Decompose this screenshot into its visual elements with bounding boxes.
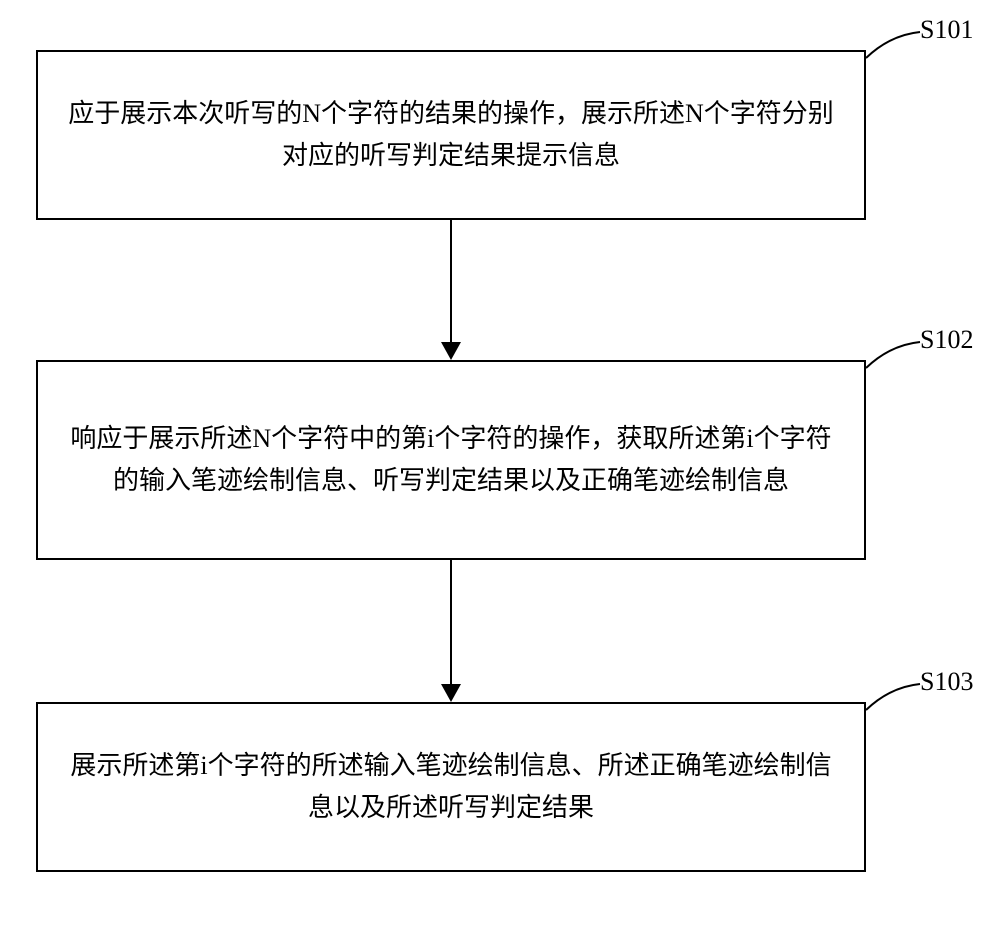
connector-line-2 <box>450 560 452 684</box>
step-text-s102: 响应于展示所述N个字符中的第i个字符的操作，获取所述第i个字符的输入笔迹绘制信息… <box>68 418 834 501</box>
step-box-s101: 应于展示本次听写的N个字符的结果的操作，展示所述N个字符分别对应的听写判定结果提… <box>36 50 866 220</box>
step-label-s103: S103 <box>920 667 973 697</box>
step-label-s102: S102 <box>920 325 973 355</box>
connector-line-1 <box>450 220 452 342</box>
step-text-s101: 应于展示本次听写的N个字符的结果的操作，展示所述N个字符分别对应的听写判定结果提… <box>68 93 834 176</box>
arrow-head-2 <box>441 684 461 702</box>
step-box-s102: 响应于展示所述N个字符中的第i个字符的操作，获取所述第i个字符的输入笔迹绘制信息… <box>36 360 866 560</box>
step-label-s101: S101 <box>920 15 973 45</box>
step-box-s103: 展示所述第i个字符的所述输入笔迹绘制信息、所述正确笔迹绘制信息以及所述听写判定结… <box>36 702 866 872</box>
arrow-head-1 <box>441 342 461 360</box>
step-text-s103: 展示所述第i个字符的所述输入笔迹绘制信息、所述正确笔迹绘制信息以及所述听写判定结… <box>68 745 834 828</box>
flowchart-container: 应于展示本次听写的N个字符的结果的操作，展示所述N个字符分别对应的听写判定结果提… <box>0 0 1000 934</box>
